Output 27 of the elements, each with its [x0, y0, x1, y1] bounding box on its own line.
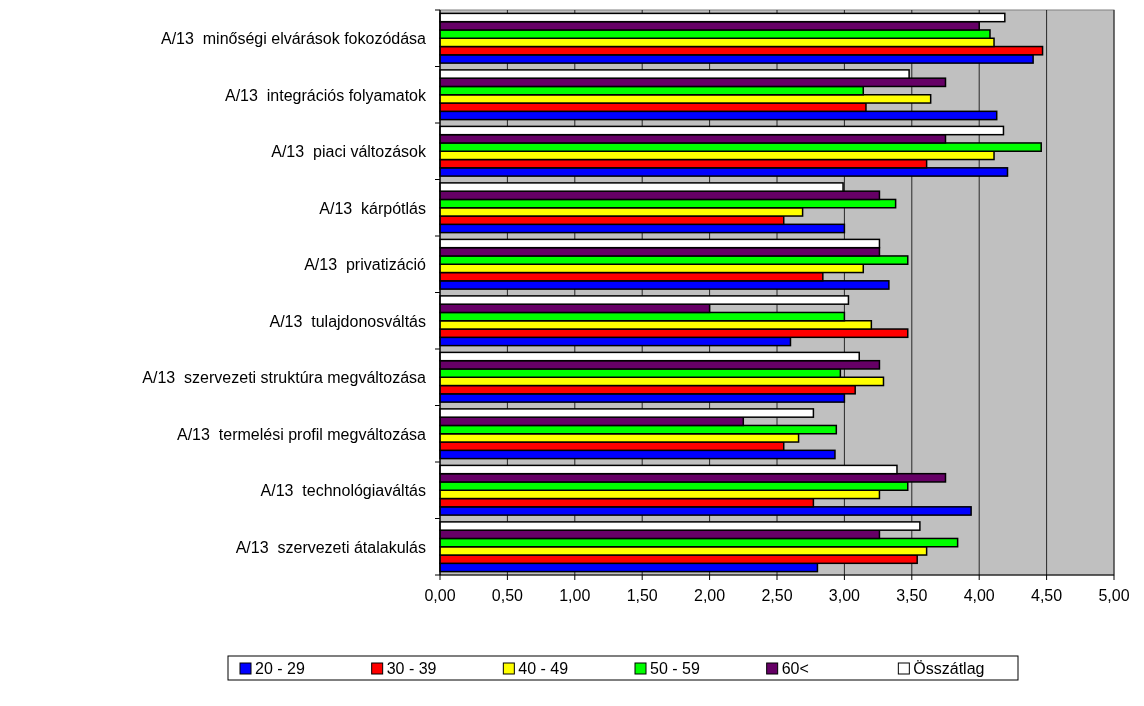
- legend-label: 60<: [781, 660, 809, 677]
- x-tick-label: 0,00: [424, 587, 456, 604]
- legend-label: 30 - 39: [386, 660, 437, 677]
- x-tick-label: 4,50: [1031, 587, 1063, 604]
- y-tick-label: A/13 minőségi elvárások fokozódása: [160, 30, 427, 48]
- y-tick-label: A/13 technológiaváltás: [260, 482, 426, 500]
- y-tick-label: A/13 szervezeti struktúra megváltozása: [142, 369, 427, 387]
- y-tick-label: A/13 piaci változások: [271, 143, 427, 161]
- y-tick-label: A/13 szervezeti átalakulás: [235, 538, 426, 556]
- x-tick-label: 1,00: [559, 587, 591, 604]
- y-tick-label: A/13 termelési profil megváltozása: [177, 425, 427, 443]
- x-tick-label: 3,00: [828, 587, 861, 604]
- x-tick-label: 5,00: [1098, 587, 1130, 604]
- x-tick-label: 4,00: [963, 587, 995, 604]
- x-tick-label: 1,50: [626, 587, 658, 604]
- x-tick-label: 2,50: [761, 587, 793, 604]
- legend-label: Összátlag: [913, 660, 985, 677]
- y-tick-label: A/13 integrációs folyamatok: [225, 86, 427, 104]
- y-tick-label: A/13 privatizáció: [304, 256, 427, 274]
- y-tick-label: A/13 kárpótlás: [319, 199, 426, 217]
- legend-label: 20 - 29: [255, 660, 305, 677]
- x-tick-label: 3,50: [896, 587, 928, 604]
- x-tick-label: 0,50: [491, 587, 524, 604]
- y-tick-label: A/13 tulajdonosváltás: [269, 312, 426, 330]
- x-tick-label: 2,00: [694, 587, 726, 604]
- legend-label: 50 - 59: [650, 660, 700, 677]
- legend-label: 40 - 49: [518, 660, 569, 677]
